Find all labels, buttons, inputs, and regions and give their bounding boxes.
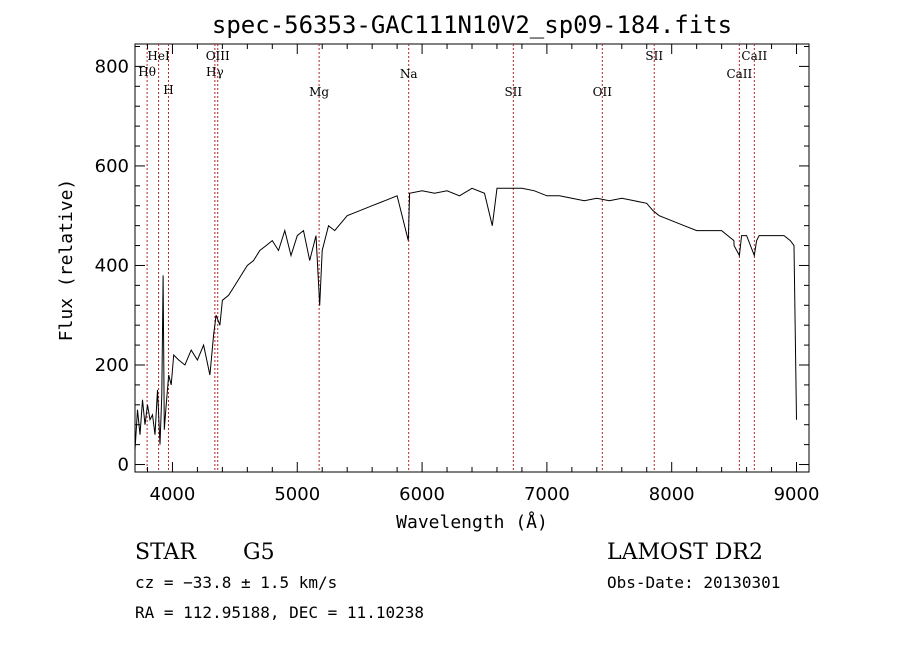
axis-ticks bbox=[135, 44, 809, 472]
line-marker-label: SII bbox=[504, 85, 522, 99]
line-markers: Hθ HeI H Hγ OIII Mg Na SII OII SII CaII CaII bbox=[138, 44, 767, 472]
x-tick-label: 4000 bbox=[150, 484, 196, 505]
x-tick-label: 7000 bbox=[524, 484, 570, 505]
line-marker-label: OII bbox=[593, 85, 613, 99]
x-tick-label: 6000 bbox=[399, 484, 445, 505]
y-tick-label: 600 bbox=[95, 156, 129, 177]
y-tick-label: 200 bbox=[95, 355, 129, 376]
line-marker-label: CaII bbox=[741, 49, 767, 63]
line-marker-label: H bbox=[163, 83, 173, 97]
obs-date-label: Obs-Date: 20130301 bbox=[607, 573, 781, 592]
x-tick-label: 5000 bbox=[274, 484, 320, 505]
coordinates-label: RA = 112.95188, DEC = 11.10238 bbox=[135, 603, 424, 622]
plot-frame bbox=[134, 43, 810, 473]
line-marker-label: OIII bbox=[206, 49, 230, 63]
object-subclass: G5 bbox=[243, 540, 275, 565]
x-tick-label: 8000 bbox=[649, 484, 695, 505]
x-tick-label: 9000 bbox=[774, 484, 820, 505]
redshift-label: cz = −33.8 ± 1.5 km/s bbox=[135, 573, 338, 592]
y-axis-label: Flux (relative) bbox=[56, 179, 77, 342]
y-tick-label: 0 bbox=[118, 455, 129, 476]
y-tick-labels: 0 200 400 600 800 bbox=[95, 56, 129, 475]
line-marker-label: SII bbox=[645, 49, 663, 63]
line-marker-label: Hγ bbox=[206, 65, 224, 79]
line-marker-label: HeI bbox=[147, 49, 170, 63]
spectrum-line bbox=[134, 187, 797, 450]
x-tick-labels: 4000 5000 6000 7000 8000 9000 bbox=[150, 484, 820, 505]
object-class: STAR bbox=[135, 540, 196, 565]
chart-title: spec-56353-GAC111N10V2_sp09-184.fits bbox=[212, 11, 732, 39]
y-tick-label: 400 bbox=[95, 255, 129, 276]
line-marker-label: Mg bbox=[309, 85, 329, 99]
x-axis-label: Wavelength (Å) bbox=[396, 511, 548, 533]
y-tick-label: 800 bbox=[95, 56, 129, 77]
line-marker-label: Hθ bbox=[138, 65, 156, 79]
survey-label: LAMOST DR2 bbox=[607, 540, 763, 565]
line-marker-label: Na bbox=[400, 67, 418, 81]
line-marker-label: CaII bbox=[726, 67, 752, 81]
